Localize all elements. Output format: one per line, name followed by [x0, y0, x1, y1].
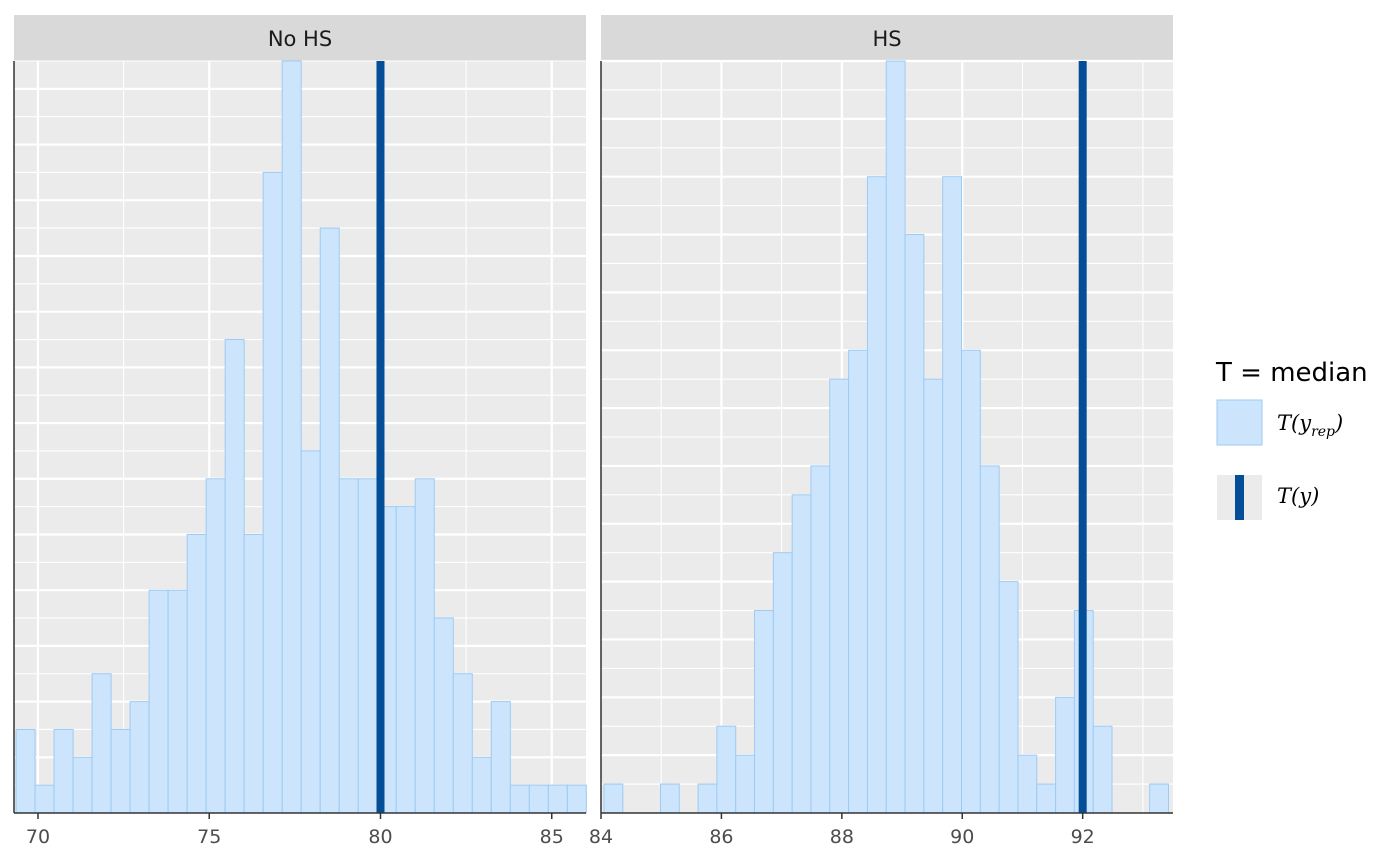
x-axis: 70 75 80 85	[13, 61, 586, 848]
strip-background	[601, 15, 1173, 61]
histogram-bar	[754, 610, 774, 814]
strip-background	[14, 15, 586, 61]
histogram-bar	[148, 589, 169, 814]
histogram-bar	[1036, 783, 1057, 814]
x-tick-label: 84	[589, 826, 613, 848]
histogram-bar	[904, 234, 925, 814]
legend-key-yrep	[1216, 399, 1263, 446]
histogram-bar	[735, 754, 756, 814]
legend-title: T = median	[1215, 358, 1368, 388]
histogram-bar	[490, 701, 511, 814]
histogram-bar	[395, 506, 416, 814]
histogram-bar	[1149, 783, 1169, 814]
histogram-bar	[885, 60, 906, 814]
histogram-bar	[433, 617, 454, 814]
strip-title: HS	[872, 27, 901, 51]
histogram-bar	[961, 349, 981, 814]
x-tick-label: 90	[950, 826, 974, 848]
histogram-bar	[848, 349, 868, 814]
histogram-bar	[603, 783, 624, 814]
histogram-bar	[243, 533, 264, 814]
histogram-bar	[923, 378, 944, 814]
histogram-bar	[716, 725, 737, 814]
x-tick-label: 85	[540, 826, 564, 848]
histogram-bar	[979, 465, 1000, 814]
histogram-bar	[224, 339, 245, 814]
histogram-bar	[281, 60, 302, 814]
histogram-bar	[942, 176, 963, 814]
histogram-bar	[186, 533, 207, 814]
legend: T = median T(yrep) T(y)	[1215, 358, 1368, 520]
histogram-bar	[452, 673, 473, 814]
panel-no-hs: No HS 70 75 80 85	[13, 15, 587, 848]
histogram-bar	[791, 494, 812, 814]
histogram-bar	[300, 450, 321, 814]
histogram-bar	[338, 478, 359, 814]
histogram-bar	[319, 227, 340, 814]
histogram-bar	[91, 673, 112, 814]
x-tick-label: 75	[197, 826, 221, 848]
histogram-bar	[566, 784, 587, 814]
histogram-bar	[866, 176, 887, 814]
histogram-bar	[509, 784, 530, 814]
panel-hs: HS 84 86 88 90 92	[589, 15, 1173, 848]
x-axis: 84 86 88 90 92	[589, 61, 1173, 848]
histogram-bar	[34, 784, 55, 814]
histogram-bar	[547, 784, 568, 814]
histogram-bar	[167, 589, 188, 814]
strip-title: No HS	[268, 27, 332, 51]
histogram-bar	[810, 465, 831, 814]
histogram-bar	[129, 701, 150, 814]
x-tick-label: 88	[830, 826, 854, 848]
histogram-bar	[53, 728, 74, 814]
histogram-bar	[110, 728, 131, 814]
histogram-bar	[15, 728, 36, 814]
histogram-bar	[357, 478, 378, 814]
histogram-bar	[1055, 696, 1075, 814]
histogram-bar	[528, 784, 549, 814]
histogram-bar	[829, 378, 850, 814]
x-tick-label: 92	[1071, 826, 1095, 848]
histogram-bar	[72, 756, 93, 814]
histogram-bar	[414, 478, 435, 814]
legend-label-y: T(y)	[1277, 484, 1319, 508]
x-tick-label: 80	[368, 826, 392, 848]
histogram-bar	[1017, 754, 1038, 814]
legend-label-yrep: T(yrep)	[1277, 411, 1343, 440]
x-tick-label: 86	[709, 826, 733, 848]
histogram-bar	[262, 171, 283, 814]
histogram-bar	[205, 478, 226, 814]
legend-key-y	[1235, 475, 1244, 520]
histogram-bar	[471, 756, 492, 814]
histogram-bar	[1092, 725, 1113, 814]
histogram-bar	[659, 783, 680, 814]
histogram-bar	[697, 783, 718, 814]
histogram-bars	[15, 60, 587, 814]
histogram-bar	[772, 552, 793, 814]
x-tick-label: 70	[26, 826, 50, 848]
histogram-bar	[998, 581, 1019, 814]
